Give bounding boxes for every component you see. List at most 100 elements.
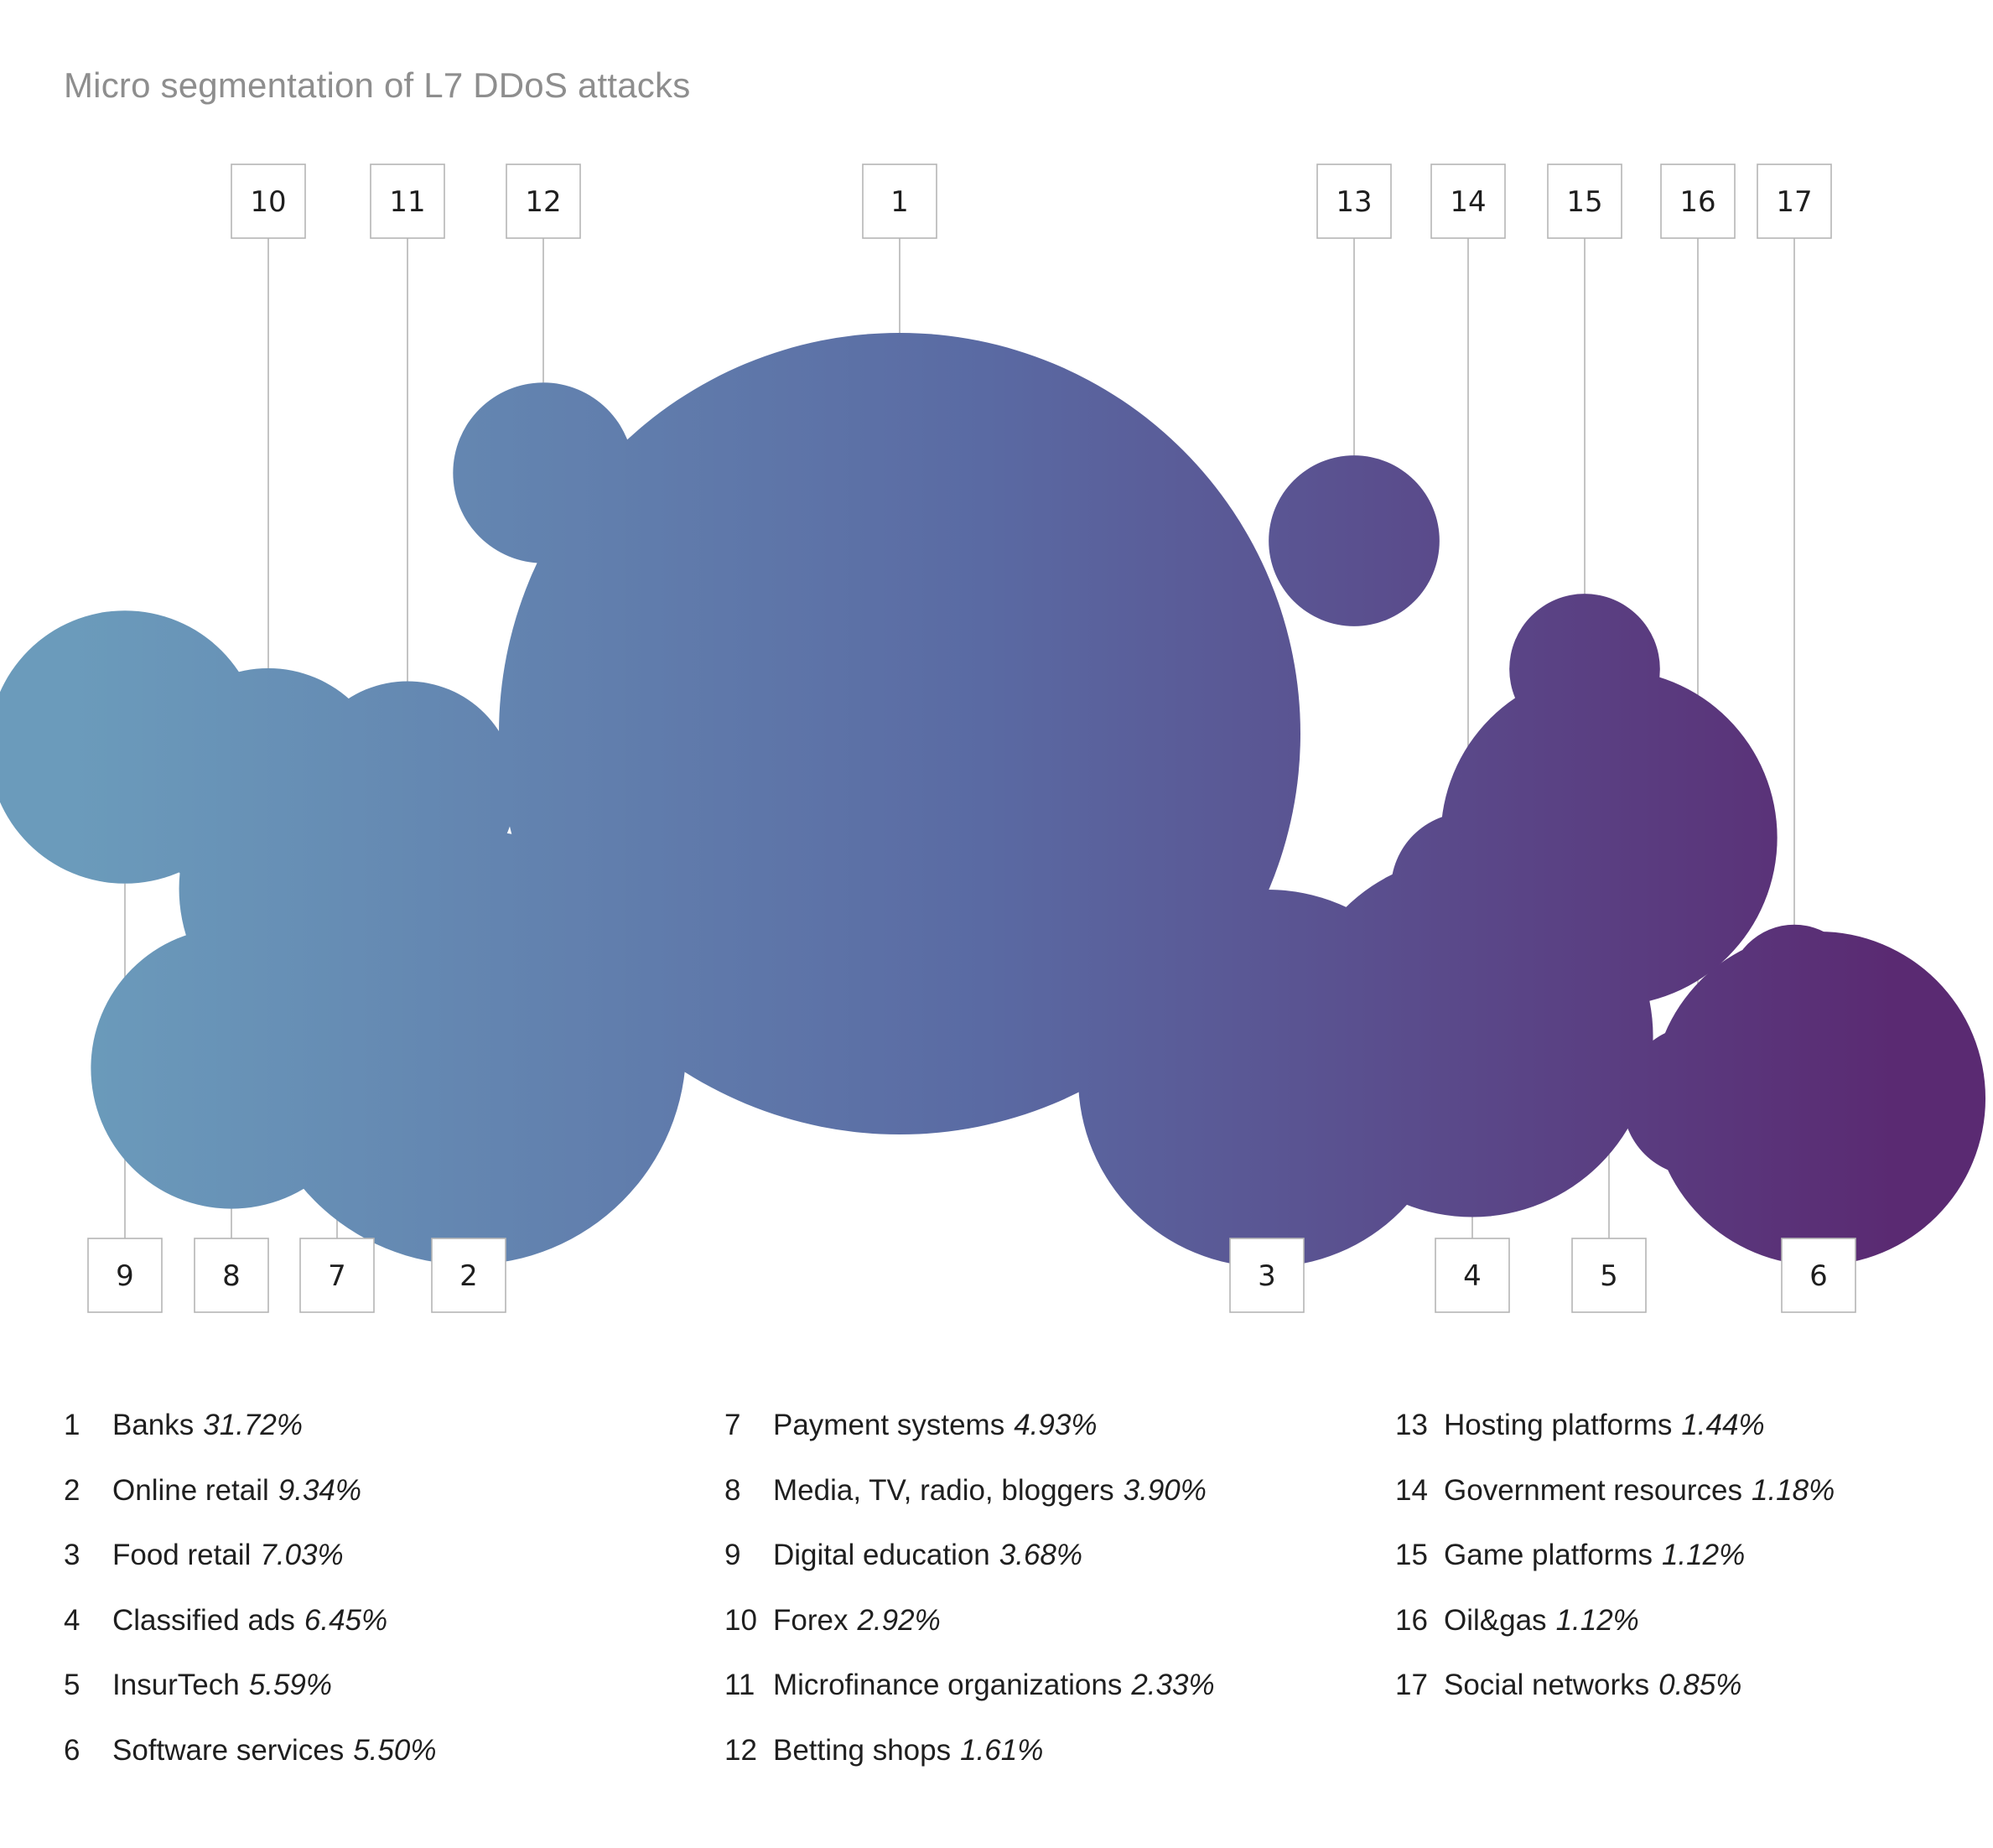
label-box-number-5: 5	[1600, 1259, 1618, 1293]
label-box-frame-4	[1435, 1238, 1510, 1313]
label-box-number-15: 15	[1566, 185, 1602, 219]
label-box-3: 3	[1229, 1238, 1305, 1313]
label-box-13: 13	[1316, 164, 1392, 239]
legend-name: Social networks	[1444, 1669, 1650, 1701]
label-box-frame-1	[862, 164, 937, 239]
label-box-12: 12	[506, 164, 581, 239]
label-box-frame-11	[370, 164, 445, 239]
legend-value: 31.72%	[203, 1409, 303, 1441]
legend-item-13: 13 Hosting platforms 1.44%	[1395, 1409, 1835, 1474]
legend-value: 3.90%	[1123, 1473, 1207, 1507]
legend-item-5: 5 InsurTech 5.59%	[64, 1669, 436, 1734]
legend-number: 6	[64, 1733, 80, 1767]
legend-number: 1	[64, 1409, 80, 1441]
label-box-frame-8	[194, 1238, 269, 1313]
legend-name: Oil&gas	[1444, 1603, 1547, 1637]
label-box-10: 10	[231, 164, 306, 239]
legend-item-4: 4 Classified ads 6.45%	[64, 1604, 436, 1669]
legend-number: 15	[1395, 1539, 1428, 1571]
label-box-8: 8	[194, 1238, 269, 1313]
label-box-6: 6	[1781, 1238, 1856, 1313]
label-box-frame-9	[87, 1238, 163, 1313]
legend-value: 3.68%	[999, 1539, 1083, 1571]
legend-item-8: 8 Media, TV, radio, bloggers 3.90%	[724, 1474, 1215, 1539]
legend-number: 7	[724, 1409, 741, 1441]
label-box-number-8: 8	[222, 1259, 241, 1293]
bubble-1	[499, 333, 1300, 1134]
label-box-frame-17	[1757, 164, 1832, 239]
legend-number: 16	[1395, 1603, 1428, 1637]
legend-name: Banks	[112, 1409, 195, 1441]
legend-name: Government resources	[1444, 1473, 1742, 1507]
bubble-17	[1728, 924, 1861, 1056]
legend-value: 1.44%	[1681, 1409, 1765, 1441]
label-box-frame-3	[1229, 1238, 1305, 1313]
label-box-2: 2	[431, 1238, 506, 1313]
label-box-9: 9	[87, 1238, 163, 1313]
legend-item-11: 11 Microfinance organizations 2.33%	[724, 1669, 1215, 1734]
bubbles-layer	[0, 333, 1986, 1268]
label-box-number-1: 1	[890, 185, 909, 219]
label-box-14: 14	[1430, 164, 1506, 239]
label-box-16: 16	[1660, 164, 1736, 239]
label-box-frame-7	[299, 1238, 375, 1313]
legend-value: 1.12%	[1661, 1539, 1746, 1571]
legend-name: Classified ads	[112, 1603, 295, 1637]
legend-item-17: 17 Social networks 0.85%	[1395, 1669, 1835, 1734]
legend-number: 3	[64, 1539, 80, 1571]
legend-number: 5	[64, 1669, 80, 1701]
legend-item-14: 14 Government resources 1.18%	[1395, 1474, 1835, 1539]
label-box-15: 15	[1547, 164, 1622, 239]
bubble-11	[298, 681, 516, 899]
legend-name: Forex	[773, 1603, 849, 1637]
legend-item-12: 12 Betting shops 1.61%	[724, 1734, 1215, 1799]
legend-number: 10	[724, 1603, 757, 1637]
legend-value: 4.93%	[1014, 1409, 1098, 1441]
bubble-16	[1622, 1025, 1773, 1176]
bubble-12	[453, 382, 634, 563]
label-box-7: 7	[299, 1238, 375, 1313]
label-box-number-14: 14	[1450, 185, 1486, 219]
label-box-frame-12	[506, 164, 581, 239]
bubble-14	[1390, 812, 1546, 968]
label-box-17: 17	[1757, 164, 1832, 239]
legend-item-6: 6 Software services 5.50%	[64, 1734, 436, 1799]
legend-item-1: 1 Banks 31.72%	[64, 1409, 436, 1474]
legend-name: Betting shops	[773, 1733, 952, 1767]
label-box-frame-5	[1571, 1238, 1647, 1313]
legend-name: Microfinance organizations	[773, 1669, 1123, 1701]
legend-name: Digital education	[773, 1539, 990, 1571]
label-box-number-4: 4	[1463, 1259, 1482, 1293]
legend-value: 5.50%	[353, 1733, 437, 1767]
legend-value: 7.03%	[260, 1539, 344, 1571]
legend-item-10: 10 Forex 2.92%	[724, 1604, 1215, 1669]
label-box-frame-14	[1430, 164, 1506, 239]
label-box-number-9: 9	[116, 1259, 134, 1293]
legend-value: 0.85%	[1658, 1669, 1742, 1701]
legend-number: 4	[64, 1603, 80, 1637]
legend-value: 6.45%	[304, 1603, 388, 1637]
label-box-4: 4	[1435, 1238, 1510, 1313]
legend-item-7: 7 Payment systems 4.93%	[724, 1409, 1215, 1474]
legend-number: 2	[64, 1473, 80, 1507]
label-box-11: 11	[370, 164, 445, 239]
legend-value: 5.59%	[248, 1669, 332, 1701]
legend-name: Payment systems	[773, 1409, 1005, 1441]
legend-item-9: 9 Digital education 3.68%	[724, 1539, 1215, 1604]
label-box-frame-10	[231, 164, 306, 239]
label-box-number-7: 7	[328, 1259, 346, 1293]
legend-name: Software services	[112, 1733, 345, 1767]
chart-title: Micro segmentation of L7 DDoS attacks	[64, 65, 691, 105]
legend-item-2: 2 Online retail 9.34%	[64, 1474, 436, 1539]
legend-value: 1.12%	[1555, 1603, 1639, 1637]
label-box-frame-2	[431, 1238, 506, 1313]
label-box-number-6: 6	[1809, 1259, 1828, 1293]
label-box-5: 5	[1571, 1238, 1647, 1313]
legend-number: 11	[724, 1669, 755, 1701]
legend-item-15: 15 Game platforms 1.12%	[1395, 1539, 1835, 1604]
label-box-number-13: 13	[1336, 185, 1372, 219]
label-box-number-17: 17	[1776, 185, 1812, 219]
bubble-15	[1509, 594, 1660, 745]
label-box-number-12: 12	[525, 185, 561, 219]
